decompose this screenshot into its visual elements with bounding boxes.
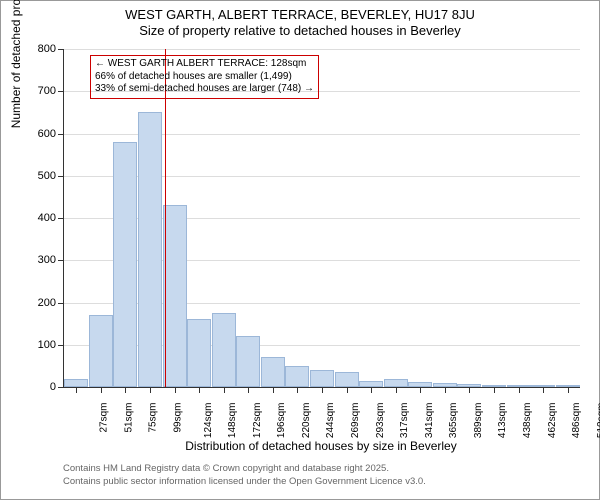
annotation-line-3: 33% of semi-detached houses are larger (… bbox=[95, 83, 314, 96]
xtick bbox=[125, 388, 126, 393]
annotation-box: ← WEST GARTH ALBERT TERRACE: 128sqm 66% … bbox=[90, 55, 319, 99]
bar bbox=[433, 383, 457, 387]
ytick-label: 300 bbox=[24, 254, 56, 266]
chart-title-main: WEST GARTH, ALBERT TERRACE, BEVERLEY, HU… bbox=[1, 7, 599, 22]
bar bbox=[482, 385, 506, 387]
y-axis-label: Number of detached properties bbox=[9, 0, 23, 128]
xtick bbox=[224, 388, 225, 393]
xtick bbox=[371, 388, 372, 393]
xtick bbox=[494, 388, 495, 393]
annotation-line-2: 66% of detached houses are smaller (1,49… bbox=[95, 71, 314, 84]
bar bbox=[408, 382, 432, 387]
bar bbox=[384, 379, 408, 387]
ytick-label: 100 bbox=[24, 339, 56, 351]
xtick bbox=[568, 388, 569, 393]
xtick bbox=[322, 388, 323, 393]
ytick-label: 600 bbox=[24, 128, 56, 140]
xtick-label: 99sqm bbox=[173, 403, 184, 433]
xtick bbox=[519, 388, 520, 393]
bar bbox=[457, 384, 481, 387]
xtick bbox=[199, 388, 200, 393]
bar bbox=[261, 357, 285, 387]
xtick-label: 172sqm bbox=[252, 403, 263, 439]
bar bbox=[163, 205, 187, 387]
x-axis-label: Distribution of detached houses by size … bbox=[63, 439, 579, 453]
bar bbox=[335, 372, 359, 387]
bar bbox=[531, 385, 555, 387]
footer-line-2: Contains public sector information licen… bbox=[63, 476, 426, 487]
ytick bbox=[58, 176, 63, 177]
bar bbox=[310, 370, 334, 387]
xtick bbox=[273, 388, 274, 393]
bar bbox=[285, 366, 309, 387]
xtick bbox=[543, 388, 544, 393]
xtick-label: 293sqm bbox=[375, 403, 386, 439]
xtick bbox=[175, 388, 176, 393]
xtick-label: 51sqm bbox=[123, 403, 134, 433]
ytick-label: 400 bbox=[24, 212, 56, 224]
xtick bbox=[396, 388, 397, 393]
xtick bbox=[101, 388, 102, 393]
ytick-label: 700 bbox=[24, 85, 56, 97]
bar bbox=[113, 142, 137, 387]
ytick bbox=[58, 387, 63, 388]
bar bbox=[64, 379, 88, 387]
ytick bbox=[58, 134, 63, 135]
ytick bbox=[58, 303, 63, 304]
ytick bbox=[58, 91, 63, 92]
ytick bbox=[58, 345, 63, 346]
xtick bbox=[469, 388, 470, 393]
xtick-label: 317sqm bbox=[399, 403, 410, 439]
xtick-label: 269sqm bbox=[350, 403, 361, 439]
xtick bbox=[297, 388, 298, 393]
xtick-label: 365sqm bbox=[448, 403, 459, 439]
reference-line bbox=[165, 49, 166, 387]
xtick-label: 244sqm bbox=[326, 403, 337, 439]
ytick bbox=[58, 49, 63, 50]
xtick bbox=[445, 388, 446, 393]
bar bbox=[556, 385, 580, 387]
bar bbox=[138, 112, 162, 387]
xtick-label: 486sqm bbox=[571, 403, 582, 439]
xtick bbox=[420, 388, 421, 393]
bar bbox=[507, 385, 531, 387]
xtick bbox=[248, 388, 249, 393]
xtick-label: 75sqm bbox=[148, 403, 159, 433]
xtick bbox=[150, 388, 151, 393]
xtick-label: 389sqm bbox=[473, 403, 484, 439]
footer-line-1: Contains HM Land Registry data © Crown c… bbox=[63, 463, 389, 474]
chart-title-sub: Size of property relative to detached ho… bbox=[1, 23, 599, 38]
bar bbox=[212, 313, 236, 387]
ytick-label: 500 bbox=[24, 170, 56, 182]
xtick-label: 148sqm bbox=[227, 403, 238, 439]
xtick-label: 510sqm bbox=[596, 403, 600, 439]
ytick-label: 200 bbox=[24, 297, 56, 309]
xtick-label: 27sqm bbox=[99, 403, 110, 433]
ytick-label: 800 bbox=[24, 43, 56, 55]
xtick-label: 413sqm bbox=[498, 403, 509, 439]
gridline bbox=[64, 49, 580, 50]
annotation-line-1: ← WEST GARTH ALBERT TERRACE: 128sqm bbox=[95, 58, 314, 71]
plot-area: 010020030040050060070080027sqm51sqm75sqm… bbox=[63, 49, 580, 388]
xtick-label: 462sqm bbox=[547, 403, 558, 439]
xtick bbox=[347, 388, 348, 393]
bar bbox=[187, 319, 211, 387]
bar bbox=[236, 336, 260, 387]
chart-container: { "chart": { "type": "histogram", "title… bbox=[0, 0, 600, 500]
xtick-label: 341sqm bbox=[424, 403, 435, 439]
xtick-label: 438sqm bbox=[522, 403, 533, 439]
bar bbox=[89, 315, 113, 387]
xtick bbox=[76, 388, 77, 393]
ytick-label: 0 bbox=[24, 381, 56, 393]
ytick bbox=[58, 260, 63, 261]
bar bbox=[359, 381, 383, 387]
ytick bbox=[58, 218, 63, 219]
xtick-label: 124sqm bbox=[203, 403, 214, 439]
xtick-label: 220sqm bbox=[301, 403, 312, 439]
xtick-label: 196sqm bbox=[276, 403, 287, 439]
